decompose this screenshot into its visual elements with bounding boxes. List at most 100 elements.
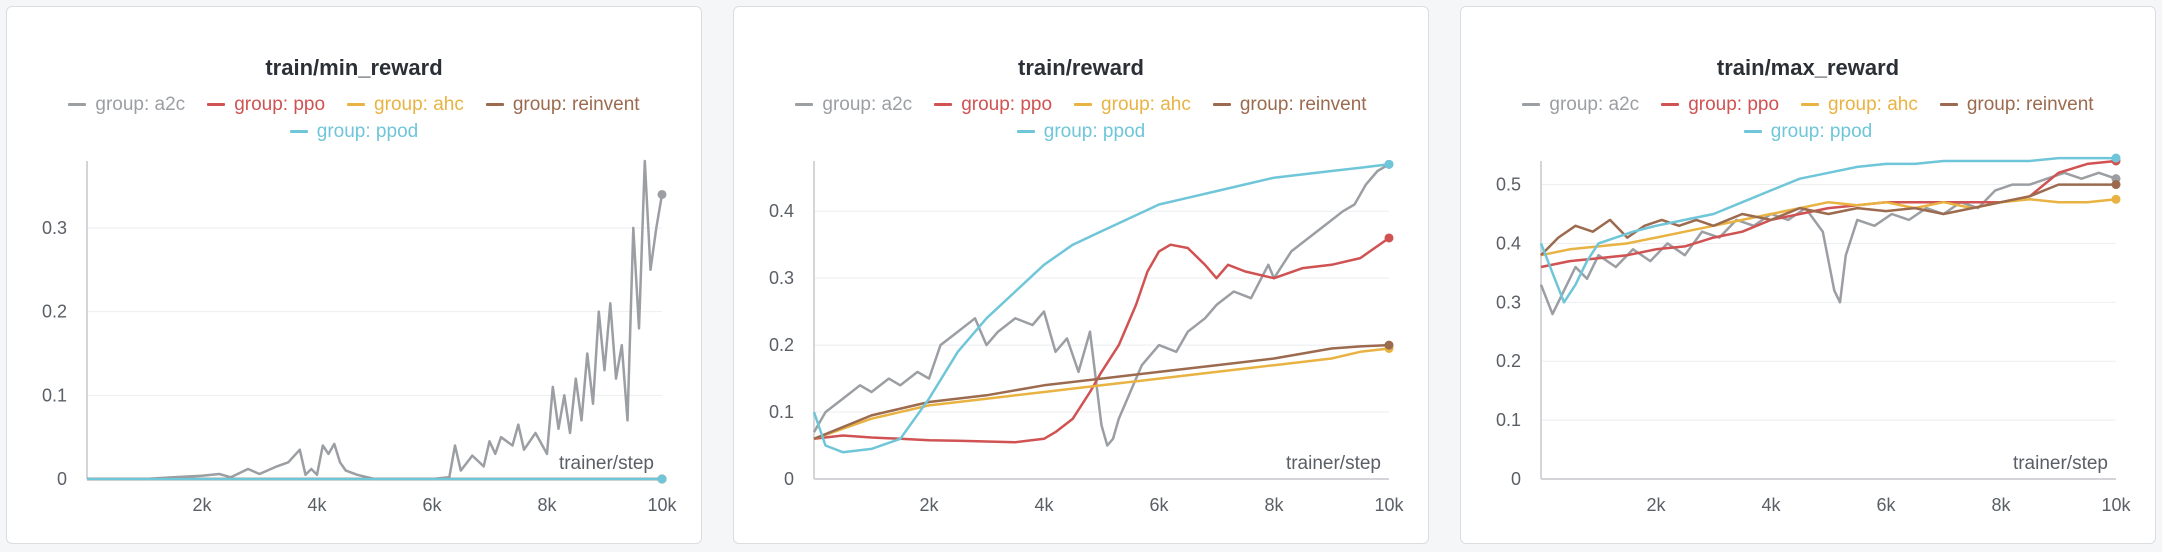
- legend-label: group: reinvent: [1239, 94, 1367, 115]
- legend-swatch: [1016, 130, 1035, 133]
- series-line[interactable]: [1539, 171, 2117, 316]
- legend-item[interactable]: group: reinvent: [1212, 91, 1367, 118]
- x-tick-label: 4k: [1761, 495, 1781, 515]
- legend-label: group: ppo: [1688, 94, 1780, 115]
- series-line[interactable]: [812, 163, 1390, 454]
- chart-legend: group: a2c group: ppo group: ahc group: rei…: [764, 91, 1398, 145]
- chart-panel-reward: train/reward group: a2c group: ppo group: …: [733, 6, 1429, 544]
- legend-swatch: [1522, 103, 1541, 106]
- chart-legend: group: a2c group: ppo group: ahc group: rei…: [37, 91, 671, 145]
- legend-item[interactable]: group: ahc: [347, 91, 464, 118]
- legend-swatch: [934, 103, 953, 106]
- series-end-point[interactable]: [1384, 159, 1394, 169]
- legend-swatch: [1801, 103, 1820, 106]
- series-end-point[interactable]: [657, 474, 667, 484]
- x-tick-label: 4k: [1034, 495, 1054, 515]
- series-line[interactable]: [87, 159, 664, 481]
- legend-label: group: ahc: [374, 94, 464, 115]
- legend-swatch: [289, 130, 308, 133]
- y-tick-label: 0.2: [1496, 351, 1521, 371]
- legend-label: group: reinvent: [1966, 94, 2094, 115]
- series-line[interactable]: [812, 163, 1390, 447]
- x-tick-label: 4k: [307, 495, 327, 515]
- legend-item[interactable]: group: ppod: [289, 118, 419, 145]
- legend-label: group: reinvent: [512, 94, 640, 115]
- x-tick-label: 8k: [537, 495, 557, 515]
- chart-legend: group: a2c group: ppo group: ahc group: rei…: [1491, 91, 2125, 145]
- series-end-point[interactable]: [657, 189, 667, 199]
- chart-panel-min-reward: train/min_reward group: a2c group: ppo gro…: [6, 6, 702, 544]
- x-tick-label: 8k: [1991, 495, 2011, 515]
- y-tick-label: 0.5: [1496, 175, 1521, 195]
- legend-label: group: ahc: [1101, 94, 1191, 115]
- x-tick-label: 2k: [1646, 495, 1666, 515]
- legend-item[interactable]: group: ahc: [1074, 91, 1191, 118]
- legend-swatch: [347, 103, 366, 106]
- x-axis-label: trainer/step: [2013, 453, 2108, 474]
- legend-item[interactable]: group: ppo: [1661, 91, 1779, 118]
- chart-title: train/max_reward: [1716, 55, 1900, 80]
- chart-title: train/min_reward: [265, 55, 443, 80]
- legend-label: group: ppod: [1043, 121, 1146, 142]
- legend-label: group: ahc: [1828, 94, 1918, 115]
- series-end-point[interactable]: [2111, 194, 2121, 204]
- series-line[interactable]: [813, 347, 1390, 440]
- legend-item[interactable]: group: a2c: [1522, 91, 1639, 118]
- legend-item[interactable]: group: ppod: [1016, 118, 1146, 145]
- legend-label: group: ppo: [234, 94, 326, 115]
- x-tick-label: 2k: [192, 495, 212, 515]
- y-tick-label: 0: [57, 469, 67, 489]
- series-line[interactable]: [813, 236, 1390, 444]
- legend-swatch: [795, 103, 814, 106]
- legend-swatch: [485, 103, 504, 106]
- legend-item[interactable]: group: a2c: [795, 91, 912, 118]
- legend-item[interactable]: group: ppo: [207, 91, 325, 118]
- y-tick-label: 0.3: [42, 218, 67, 238]
- legend-item[interactable]: group: ppo: [934, 91, 1052, 118]
- series-end-point[interactable]: [1384, 233, 1394, 243]
- series-line[interactable]: [1540, 198, 2117, 257]
- x-tick-label: 6k: [1876, 495, 1896, 515]
- x-axis-label: trainer/step: [1286, 453, 1381, 474]
- y-tick-label: 0.1: [42, 385, 67, 405]
- y-tick-label: 0.3: [1496, 292, 1521, 312]
- x-tick-label: 6k: [422, 495, 442, 515]
- legend-label: group: a2c: [822, 94, 913, 115]
- legend-item[interactable]: group: reinvent: [485, 91, 640, 118]
- legend-label: group: a2c: [1549, 94, 1640, 115]
- legend-label: group: ppo: [961, 94, 1053, 115]
- legend-label: group: ppod: [1770, 121, 1873, 142]
- x-tick-label: 10k: [647, 495, 677, 515]
- series-end-point[interactable]: [1384, 340, 1394, 350]
- chart-title: train/reward: [1018, 55, 1144, 80]
- legend-swatch: [207, 103, 226, 106]
- x-tick-label: 10k: [2101, 495, 2131, 515]
- legend-item[interactable]: group: ahc: [1801, 91, 1918, 118]
- series-line[interactable]: [813, 343, 1390, 440]
- x-tick-label: 8k: [1264, 495, 1284, 515]
- series-line[interactable]: [1540, 183, 2116, 257]
- y-tick-label: 0.2: [42, 302, 67, 322]
- chart-plot-area: 0 0.1 0.2 0.3 2k 4k 6k 8k 10k trainer/step: [42, 159, 678, 515]
- legend-item[interactable]: group: a2c: [68, 91, 185, 118]
- y-tick-label: 0.1: [769, 402, 794, 422]
- x-tick-label: 6k: [1149, 495, 1169, 515]
- legend-item[interactable]: group: reinvent: [1939, 91, 2094, 118]
- legend-swatch: [68, 103, 87, 106]
- legend-swatch: [1212, 103, 1231, 106]
- y-tick-label: 0: [1511, 469, 1521, 489]
- y-tick-label: 0.4: [1496, 233, 1521, 253]
- x-axis-label: trainer/step: [559, 453, 654, 474]
- x-tick-label: 10k: [1374, 495, 1404, 515]
- y-tick-label: 0.1: [1496, 410, 1521, 430]
- legend-swatch: [1074, 103, 1093, 106]
- series-end-point[interactable]: [2111, 180, 2121, 190]
- y-tick-label: 0.4: [769, 201, 794, 221]
- legend-item[interactable]: group: ppod: [1743, 118, 1873, 145]
- legend-swatch: [1743, 130, 1762, 133]
- series-line[interactable]: [1539, 156, 2116, 304]
- series-end-point[interactable]: [2111, 153, 2121, 163]
- chart-plot-area: 0 0.1 0.2 0.3 0.4 2k 4k 6k 8k 10k trainer/step: [769, 159, 1405, 515]
- legend-label: group: ppod: [316, 121, 419, 142]
- y-tick-label: 0.3: [769, 268, 794, 288]
